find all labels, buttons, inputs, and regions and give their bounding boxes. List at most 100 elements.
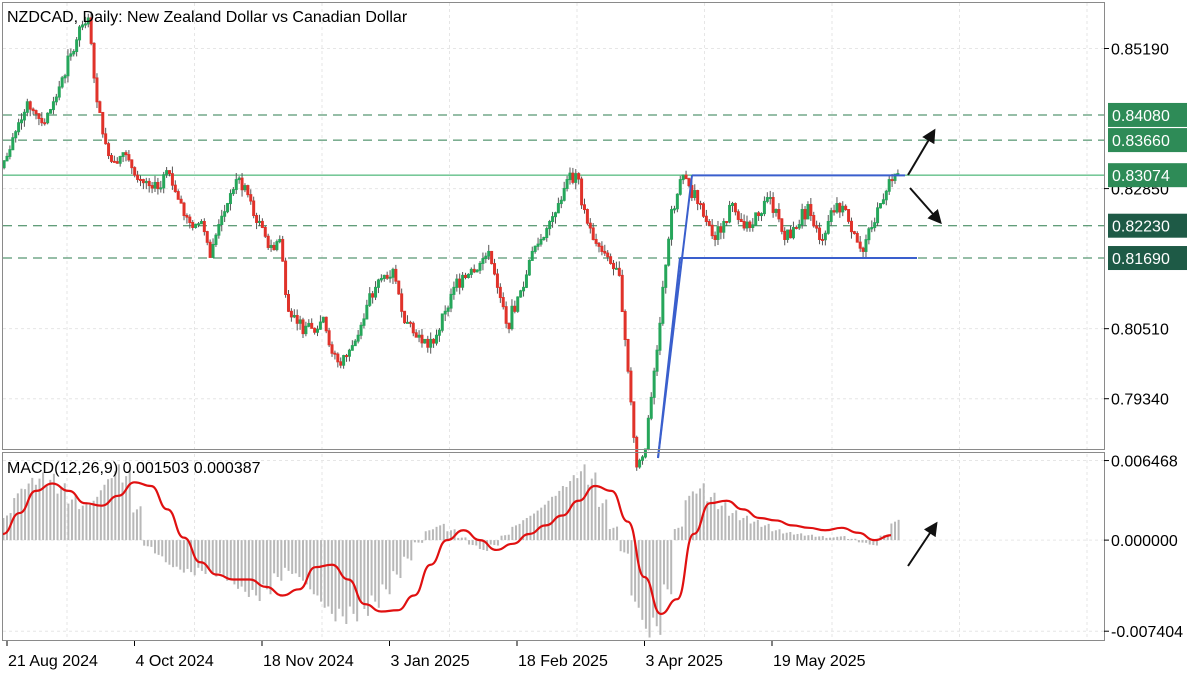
candle-bull [797, 224, 801, 229]
candle-bull [443, 310, 447, 315]
candle-bull [751, 224, 755, 228]
time-tick-label: 18 Nov 2024 [263, 653, 354, 670]
candle-bull [162, 174, 166, 189]
arrows [907, 128, 942, 567]
candle-bull [469, 268, 473, 275]
candle-bear [138, 178, 142, 181]
candle-bear [185, 215, 189, 218]
candle-bull [165, 170, 169, 176]
candle-bear [852, 231, 856, 234]
candle-bear [385, 274, 389, 279]
price-badge-label: 0.83074 [1112, 168, 1170, 185]
candle-bull [388, 276, 392, 279]
candle-bull [893, 173, 897, 181]
candle-bull [835, 203, 839, 213]
candle-bear [133, 167, 137, 176]
candle-bull [237, 177, 241, 181]
candle-bull [51, 101, 55, 111]
candle-bear [150, 185, 154, 189]
candle-bull [49, 109, 53, 114]
candle-bull [257, 220, 261, 223]
candle-bear [861, 247, 865, 252]
candle-bull [716, 226, 720, 240]
candle-bear [725, 221, 729, 224]
candle-bull [728, 204, 732, 223]
candle-bear [748, 221, 752, 228]
candle-bear [95, 77, 99, 103]
candle-bear [286, 293, 290, 312]
candle-bull [159, 187, 163, 190]
price-badge [1108, 213, 1187, 238]
candle-bear [281, 238, 285, 262]
candle-bear [580, 178, 584, 206]
candle-bear [733, 203, 737, 213]
candle-bear [707, 221, 711, 226]
candle-bear [699, 203, 703, 206]
candle-bear [591, 227, 595, 240]
candle-bull [449, 293, 453, 309]
candle-bull [878, 203, 882, 209]
candle-bull [437, 329, 441, 336]
candle-bear [260, 220, 264, 228]
price-badges: 0.84080 0.83660 0.83074 0.82230 0.81690 [1108, 102, 1187, 271]
candle-bull [638, 459, 642, 468]
candle-bull [693, 190, 697, 199]
candle-bull [565, 179, 569, 189]
candle-bear [742, 221, 746, 229]
candle-bull [365, 304, 369, 320]
candle-bull [539, 238, 543, 245]
candle-bull [350, 345, 354, 351]
candle-bull [376, 279, 380, 288]
candle-bear [713, 235, 717, 240]
candle-bear [687, 178, 691, 187]
candle-bear [855, 232, 859, 243]
candle-bull [275, 241, 279, 251]
candle-bull [359, 324, 363, 336]
candle-bear [324, 316, 328, 332]
candle-bull [217, 224, 221, 236]
candle-bear [191, 222, 195, 228]
macd-label: MACD(12,26,9) 0.001503 0.000387 [7, 460, 261, 477]
candle-bull [78, 26, 82, 41]
candle-bear [208, 241, 212, 258]
candle-bull [228, 193, 232, 205]
candle-bull [568, 172, 572, 181]
candle-bull [211, 243, 215, 258]
candle-bear [394, 268, 398, 282]
candle-bear [458, 278, 462, 288]
candle-bull [298, 319, 302, 324]
candle-bear [890, 179, 894, 182]
candle-bear [92, 42, 96, 79]
candle-bear [411, 322, 415, 334]
candle-bull [121, 152, 125, 158]
candle-bull [887, 179, 891, 192]
candle-bear [757, 212, 761, 217]
time-tick-label: 18 Feb 2025 [518, 653, 608, 670]
time-tick-label: 19 May 2025 [773, 653, 866, 670]
macd-tick-label: -0.007404 [1111, 624, 1183, 641]
candle-bear [815, 225, 819, 229]
candle-bear [130, 159, 134, 169]
candle-bull [223, 211, 227, 217]
candle-bull [292, 314, 296, 318]
candle-bear [507, 322, 511, 330]
candle-bull [791, 226, 795, 239]
candle-bear [464, 274, 468, 279]
candle-bull [826, 221, 830, 234]
macd-pane-frame [2, 452, 1105, 641]
candle-bear [504, 306, 508, 324]
candle-bull [675, 193, 679, 210]
macd-tick-label: 0.000000 [1111, 533, 1178, 550]
candle-bull [745, 221, 749, 229]
candle-bear [188, 216, 192, 224]
candle-bear [609, 256, 613, 264]
candle-bear [205, 231, 209, 243]
candle-bull [434, 334, 438, 344]
candle-bear [202, 221, 206, 233]
candle-bull [144, 180, 148, 184]
candle-bull [405, 321, 409, 324]
candle-bull [452, 286, 456, 295]
candle-bull [379, 278, 383, 281]
range-ramp-bottom [657, 257, 681, 459]
candle-bull [542, 237, 546, 240]
